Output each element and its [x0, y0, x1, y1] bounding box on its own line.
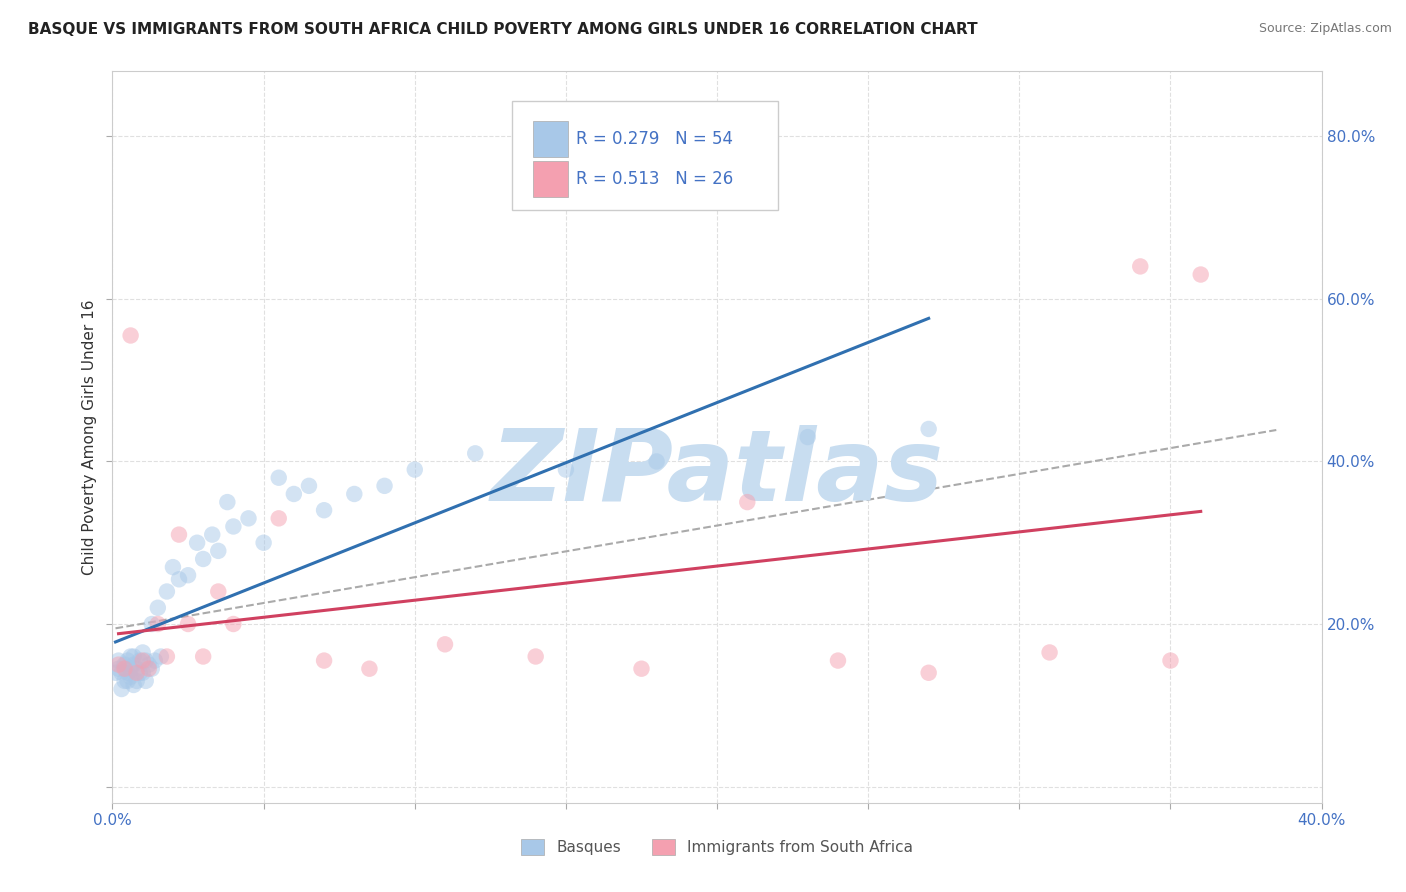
Legend: Basques, Immigrants from South Africa: Basques, Immigrants from South Africa	[515, 833, 920, 861]
Point	[114, 657, 136, 672]
Point	[135, 673, 157, 688]
Point	[117, 665, 139, 680]
Point	[104, 665, 127, 680]
Point	[630, 662, 652, 676]
Point	[796, 430, 818, 444]
Point	[125, 662, 148, 676]
Point	[120, 649, 142, 664]
Point	[156, 649, 179, 664]
Point	[125, 665, 148, 680]
Point	[138, 662, 160, 676]
Point	[177, 617, 200, 632]
Point	[146, 617, 169, 632]
Point	[143, 654, 166, 668]
Point	[298, 479, 321, 493]
Point	[167, 527, 190, 541]
Point	[207, 584, 229, 599]
Point	[107, 662, 129, 676]
Point	[125, 673, 148, 688]
Text: ZIPatlas: ZIPatlas	[491, 425, 943, 522]
Text: R = 0.513   N = 26: R = 0.513 N = 26	[575, 169, 733, 188]
Point	[107, 654, 129, 668]
Point	[314, 654, 336, 668]
Point	[132, 654, 155, 668]
Point	[122, 657, 145, 672]
Point	[138, 657, 160, 672]
Point	[146, 600, 169, 615]
Point	[464, 446, 486, 460]
Point	[141, 662, 163, 676]
FancyBboxPatch shape	[533, 121, 568, 157]
Point	[217, 495, 239, 509]
Point	[1189, 268, 1212, 282]
Point	[524, 649, 547, 664]
Point	[267, 511, 290, 525]
Text: BASQUE VS IMMIGRANTS FROM SOUTH AFRICA CHILD POVERTY AMONG GIRLS UNDER 16 CORREL: BASQUE VS IMMIGRANTS FROM SOUTH AFRICA C…	[28, 22, 977, 37]
Point	[114, 673, 136, 688]
Point	[132, 665, 155, 680]
Point	[107, 657, 129, 672]
Point	[201, 527, 224, 541]
Point	[404, 462, 426, 476]
Point	[1038, 645, 1062, 659]
Text: R = 0.279   N = 54: R = 0.279 N = 54	[575, 129, 733, 148]
Point	[135, 654, 157, 668]
Point	[827, 654, 849, 668]
Point	[737, 495, 759, 509]
Point	[117, 673, 139, 688]
Point	[122, 649, 145, 664]
Point	[191, 649, 214, 664]
Point	[167, 572, 190, 586]
Point	[314, 503, 336, 517]
Point	[149, 649, 172, 664]
Point	[222, 519, 245, 533]
FancyBboxPatch shape	[533, 161, 568, 197]
Point	[253, 535, 276, 549]
Point	[128, 665, 150, 680]
Point	[177, 568, 200, 582]
Point	[222, 617, 245, 632]
Point	[374, 479, 396, 493]
Point	[117, 654, 139, 668]
Text: Source: ZipAtlas.com: Source: ZipAtlas.com	[1258, 22, 1392, 36]
FancyBboxPatch shape	[512, 101, 778, 211]
Point	[122, 678, 145, 692]
Point	[267, 471, 290, 485]
Point	[120, 328, 142, 343]
Point	[554, 462, 576, 476]
Point	[918, 665, 941, 680]
Point	[343, 487, 366, 501]
Y-axis label: Child Poverty Among Girls Under 16: Child Poverty Among Girls Under 16	[82, 300, 97, 574]
Point	[120, 670, 142, 684]
Point	[433, 637, 456, 651]
Point	[128, 654, 150, 668]
Point	[120, 662, 142, 676]
Point	[1159, 654, 1181, 668]
Point	[114, 662, 136, 676]
Point	[186, 535, 208, 549]
Point	[207, 544, 229, 558]
Point	[141, 617, 163, 632]
Point	[238, 511, 260, 525]
Point	[132, 645, 155, 659]
Point	[110, 665, 132, 680]
Point	[191, 552, 214, 566]
Point	[1129, 260, 1152, 274]
Point	[156, 584, 179, 599]
Point	[110, 681, 132, 696]
Point	[162, 560, 184, 574]
Point	[359, 662, 381, 676]
Point	[283, 487, 305, 501]
Point	[645, 454, 668, 468]
Point	[918, 422, 941, 436]
